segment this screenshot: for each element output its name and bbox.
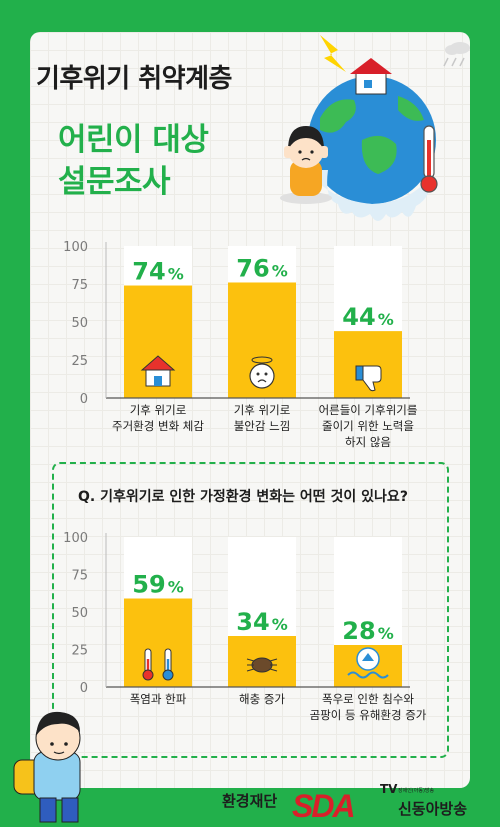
category-label: 해충 증가 [239, 692, 285, 706]
category-label: 줄이기 위한 노력을 [322, 419, 414, 433]
page-subtitle-2: 설문조사 [58, 164, 171, 200]
y-tick-label: 100 [63, 240, 88, 255]
house-heat-icon [140, 355, 176, 387]
page-title: 기후위기 취약계층 [36, 64, 232, 94]
sda-logo-tagline: 장애인(아동)방송 [398, 788, 435, 794]
category-label: 곰팡이 등 유해환경 증가 [310, 708, 427, 722]
brand-sindonga: 신동아방송 [398, 800, 468, 818]
page-subtitle: 어린이 대상 [58, 122, 209, 158]
flood-house-icon [347, 647, 389, 679]
category-label: 하지 않음 [345, 435, 391, 449]
lightning-icon [320, 35, 346, 72]
bar-value-label: 76% [236, 254, 287, 282]
question-box [52, 462, 449, 758]
y-tick-label: 25 [71, 354, 88, 369]
y-tick-label: 100 [63, 531, 88, 546]
brand-hwangyeong: 환경재단 [222, 792, 278, 810]
y-tick-label: 75 [71, 569, 88, 584]
bar-value-label: 44% [342, 303, 393, 331]
sda-logo-tv: TV [380, 782, 398, 796]
category-label: 주거환경 변화 체감 [112, 419, 204, 433]
thermometers-icon [142, 648, 174, 681]
category-label: 기후 위기로 [234, 403, 291, 417]
anxious-face-icon [249, 356, 275, 389]
question-text: Q. 기후위기로 인한 가정환경 변화는 어떤 것이 있나요? [78, 489, 408, 505]
category-label: 불안감 느낌 [234, 419, 291, 433]
y-tick-label: 50 [71, 316, 88, 331]
bar-value-label: 28% [342, 617, 393, 645]
child-with-backpack-icon [13, 711, 81, 823]
bar-value-label: 34% [236, 608, 287, 636]
bug-icon [246, 657, 278, 673]
child-covering-ears-icon [280, 126, 332, 204]
cloud-icon [443, 42, 470, 67]
sda-logo: SDA [292, 788, 356, 824]
category-label: 폭우로 인한 침수와 [322, 692, 414, 706]
y-tick-label: 0 [80, 681, 88, 696]
bar [124, 598, 192, 687]
category-label: 어른들이 기후위기를 [319, 403, 418, 417]
thermometer-icon [420, 125, 438, 193]
y-tick-label: 50 [71, 606, 88, 621]
thumbs-down-icon [355, 365, 382, 392]
melting-globe-icon [308, 58, 436, 221]
bar-value-label: 59% [132, 571, 183, 599]
category-label: 폭염과 한파 [130, 692, 187, 706]
y-tick-label: 75 [71, 278, 88, 293]
bar-value-label: 74% [132, 258, 183, 286]
category-label: 기후 위기로 [130, 403, 187, 417]
y-tick-label: 25 [71, 644, 88, 659]
y-tick-label: 0 [80, 392, 88, 407]
